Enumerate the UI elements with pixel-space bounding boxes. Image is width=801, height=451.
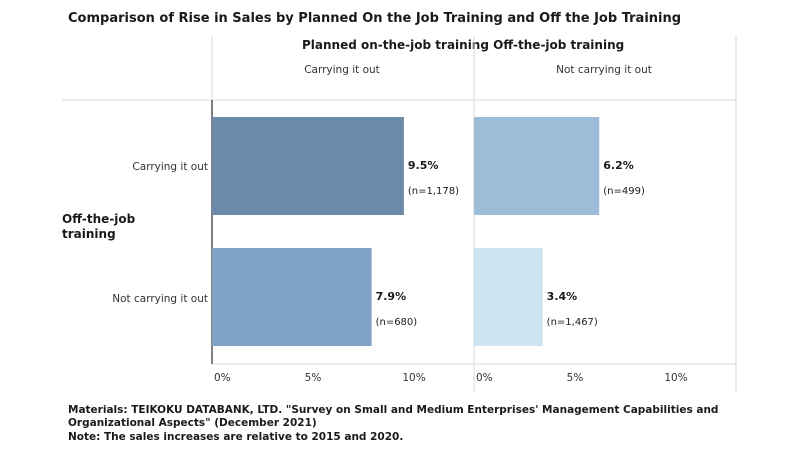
- n-label-panel2-row1: (n=499): [603, 186, 645, 197]
- panel-header-2: Not carrying it out: [556, 64, 652, 76]
- n-label-panel1-row1: (n=1,178): [408, 186, 459, 197]
- panel-header-1: Carrying it out: [304, 64, 380, 76]
- value-label-panel1-row1: 9.5%: [408, 159, 439, 172]
- row-label-1: Carrying it out: [132, 161, 208, 173]
- x-tick-label-panel1-2: 5%: [305, 372, 322, 384]
- column-group-title: Planned on-the-job training Off-the-job …: [302, 38, 625, 52]
- row-group-title: Off-the-job training: [62, 212, 136, 241]
- n-label-panel2-row2: (n=1,467): [547, 317, 598, 328]
- footnote-source-cont: Organizational Aspects" (December 2021): [68, 417, 317, 429]
- value-label-panel2-row1: 6.2%: [603, 159, 634, 172]
- bar-panel1-row2: [212, 248, 372, 346]
- x-tick-label-panel2-3: 10%: [664, 372, 687, 384]
- x-tick-label-panel1-3: 10%: [402, 372, 425, 384]
- bar-panel1-row1: [212, 117, 404, 215]
- bar-panel2-row2: [474, 248, 543, 346]
- footnote-source: Materials: TEIKOKU DATABANK, LTD. "Surve…: [68, 404, 719, 416]
- x-tick-label-panel2-1: 0%: [476, 372, 493, 384]
- row-label-2: Not carrying it out: [112, 293, 208, 305]
- chart-title: Comparison of Rise in Sales by Planned O…: [68, 11, 682, 26]
- bar-panel2-row1: [474, 117, 600, 215]
- x-tick-label-panel2-2: 5%: [567, 372, 584, 384]
- footnote-note: Note: The sales increases are relative t…: [68, 431, 404, 443]
- x-tick-label-panel1-1: 0%: [214, 372, 231, 384]
- value-label-panel2-row2: 3.4%: [547, 290, 578, 303]
- value-label-panel1-row2: 7.9%: [376, 290, 407, 303]
- n-label-panel1-row2: (n=680): [376, 317, 418, 328]
